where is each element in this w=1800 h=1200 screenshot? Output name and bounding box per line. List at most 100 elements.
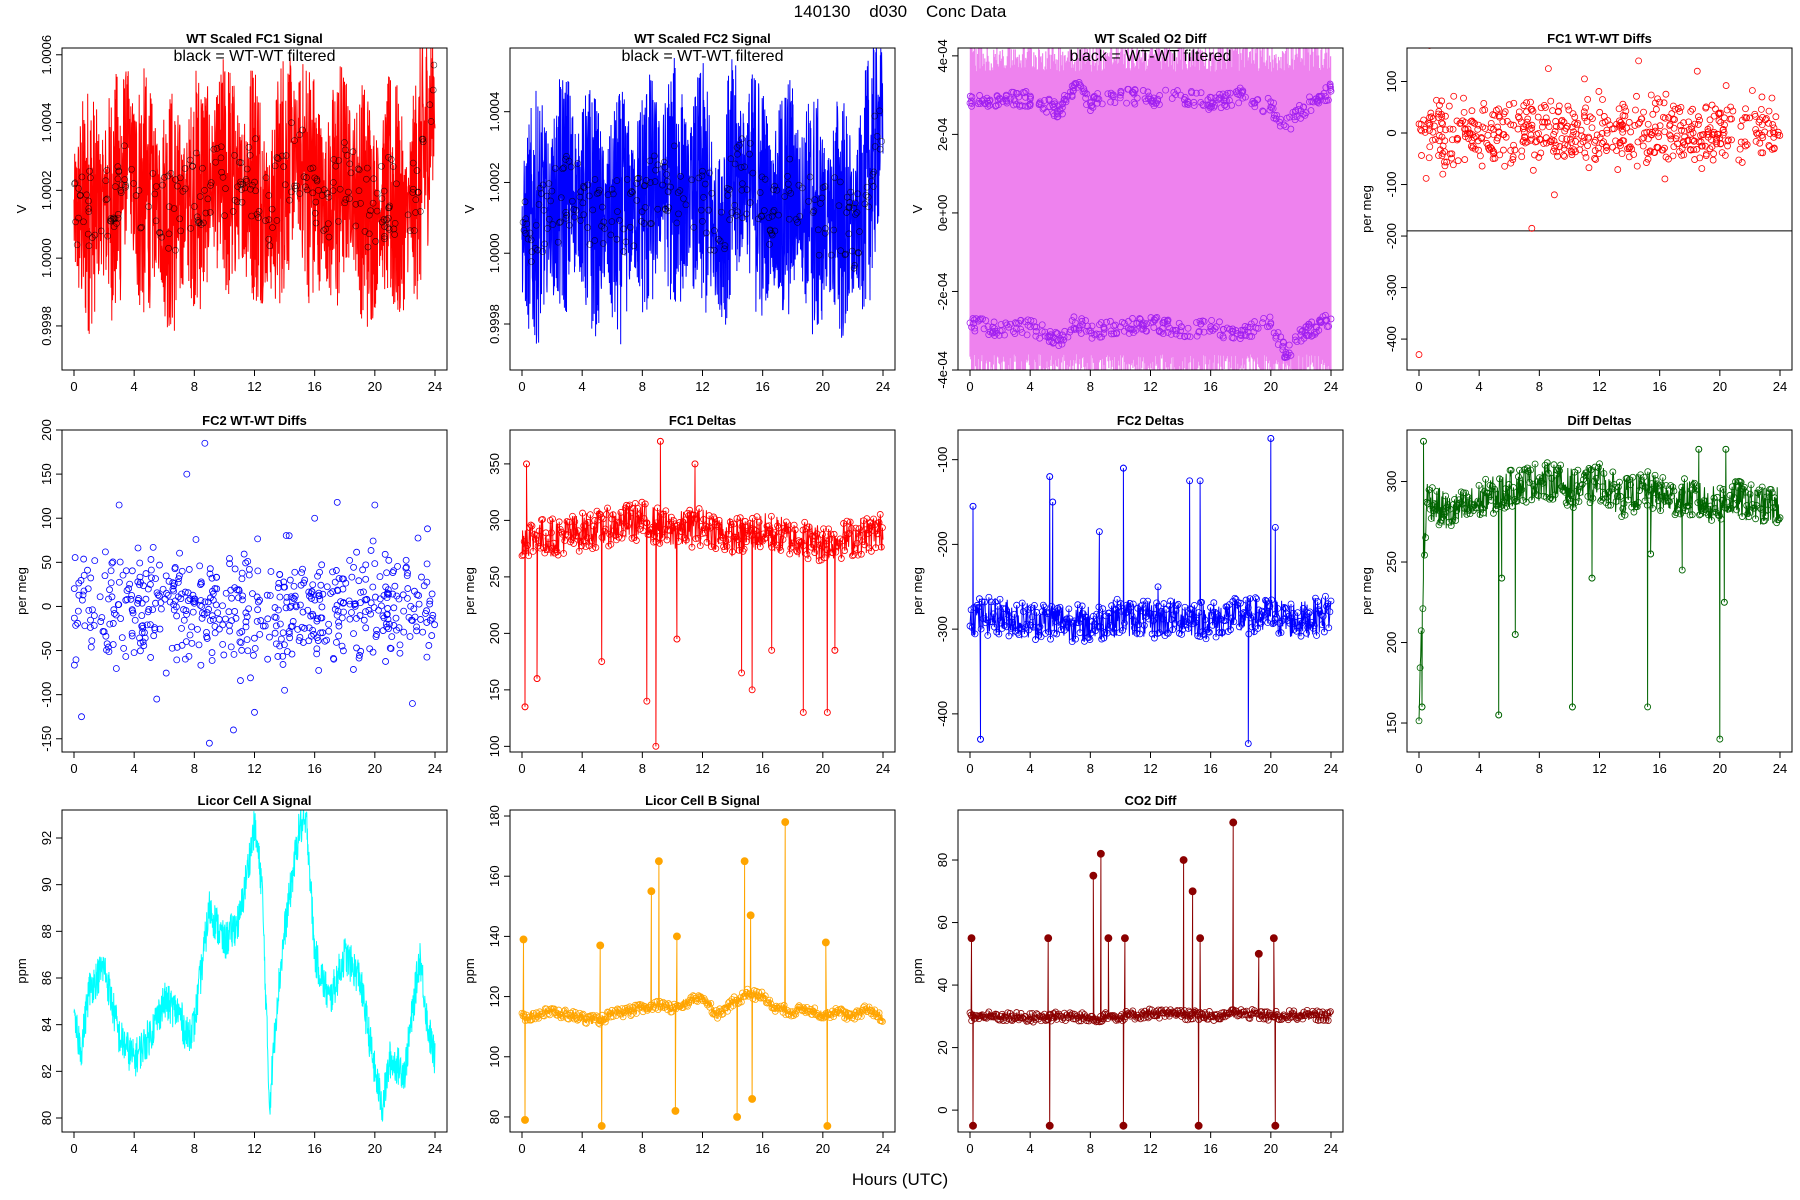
- data-point: [1448, 517, 1456, 525]
- level-point: [1116, 94, 1124, 102]
- data-point: [311, 514, 319, 522]
- filtered-point: [544, 225, 551, 232]
- level-point: [1267, 319, 1275, 327]
- data-point: [290, 582, 298, 590]
- data-point: [78, 713, 85, 721]
- data-point: [1617, 493, 1625, 500]
- filtered-point: [781, 193, 789, 200]
- data-point: [1124, 608, 1132, 616]
- data-point: [1283, 610, 1290, 618]
- filtered-point: [699, 167, 706, 175]
- data-point: [1293, 627, 1300, 635]
- data-point: [1003, 623, 1011, 631]
- x-tick-label: 0: [70, 379, 77, 394]
- level-point: [1142, 327, 1150, 335]
- data-point: [294, 625, 302, 633]
- data-point: [428, 632, 436, 639]
- level-point: [976, 92, 984, 99]
- data-point: [1140, 622, 1148, 629]
- level-point: [1306, 98, 1313, 106]
- level-point: [1259, 319, 1266, 327]
- level-point: [1326, 80, 1334, 88]
- data-point: [1693, 67, 1701, 75]
- data-point: [90, 622, 98, 629]
- level-point: [1200, 318, 1208, 325]
- data-point: [1656, 122, 1664, 130]
- data-point: [1536, 474, 1543, 482]
- data-point: [1013, 1009, 1021, 1016]
- data-point: [1711, 505, 1719, 512]
- filtered-point: [739, 214, 746, 222]
- filtered-point: [389, 163, 397, 170]
- data-point: [1155, 629, 1163, 637]
- data-point: [527, 1016, 535, 1024]
- filtered-point: [697, 206, 705, 214]
- filtered-point: [335, 157, 343, 164]
- data-point: [230, 650, 238, 658]
- filtered-point: [156, 229, 164, 237]
- level-point: [1026, 92, 1034, 100]
- data-point: [348, 609, 355, 616]
- data-point: [274, 653, 282, 660]
- filtered-point: [299, 126, 306, 134]
- level-point: [1127, 325, 1135, 333]
- data-point: [232, 614, 240, 622]
- data-point: [1290, 626, 1298, 633]
- data-point: [1520, 128, 1528, 136]
- data-point: [335, 575, 343, 582]
- level-point: [984, 102, 992, 110]
- data-point: [1319, 1008, 1327, 1016]
- data-point: [1529, 166, 1537, 174]
- data-point: [1774, 131, 1782, 139]
- data-point: [147, 654, 155, 661]
- data-point: [538, 1010, 546, 1018]
- data-point: [366, 645, 374, 653]
- data-point: [1725, 136, 1732, 144]
- data-point: [226, 627, 234, 635]
- data-point: [1682, 507, 1689, 515]
- data-point: [313, 617, 321, 625]
- data-point: [307, 632, 315, 640]
- data-point: [415, 600, 423, 608]
- data-point: [305, 624, 313, 632]
- data-point: [1429, 136, 1436, 144]
- data-point: [1545, 123, 1553, 131]
- filtered-point: [231, 196, 239, 204]
- filtered-point: [591, 237, 599, 244]
- data-point: [407, 602, 415, 610]
- filtered-point: [342, 196, 350, 203]
- data-point: [369, 537, 377, 545]
- outlier-point: [643, 697, 651, 705]
- data-point: [376, 595, 384, 603]
- data-point: [391, 582, 399, 590]
- x-tick-label: 8: [1087, 379, 1094, 394]
- data-point: [1188, 611, 1196, 619]
- outlier-point: [823, 709, 831, 716]
- data-point: [1747, 481, 1755, 489]
- data-point: [1186, 605, 1194, 613]
- data-point: [1546, 495, 1553, 503]
- filtered-point: [794, 219, 801, 226]
- filtered-point: [871, 143, 879, 150]
- data-point: [1184, 625, 1192, 632]
- data-point: [363, 596, 370, 604]
- level-point: [967, 97, 975, 105]
- data-point: [1722, 82, 1730, 89]
- x-tick-label: 12: [1143, 379, 1157, 394]
- data-point: [1666, 131, 1673, 139]
- data-point: [409, 617, 416, 624]
- filtered-point: [674, 189, 682, 196]
- data-point: [367, 610, 374, 618]
- data-point: [209, 587, 216, 595]
- data-point: [710, 513, 718, 521]
- data-point: [610, 527, 618, 534]
- data-point: [1032, 636, 1039, 643]
- y-tick-label: 100: [487, 1046, 502, 1068]
- data-point: [1572, 498, 1580, 506]
- data-point: [1015, 631, 1023, 638]
- data-point: [1583, 118, 1591, 125]
- data-point: [1199, 628, 1207, 635]
- data-point: [1418, 152, 1425, 159]
- level-point: [1193, 319, 1200, 326]
